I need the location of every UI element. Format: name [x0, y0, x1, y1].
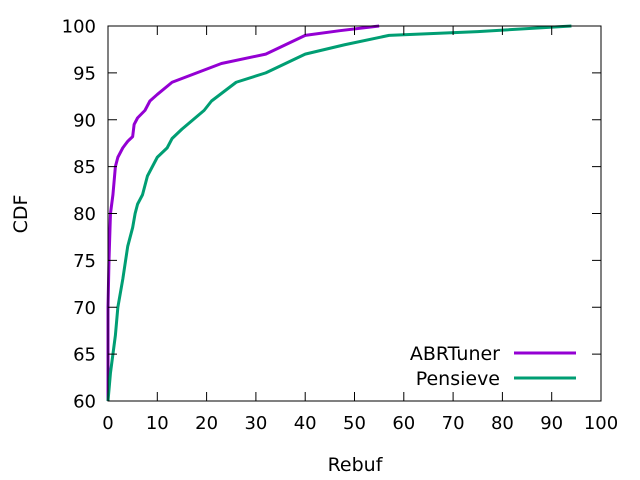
y-tick-label: 65 — [73, 345, 96, 366]
x-tick-label: 100 — [584, 413, 618, 434]
series-layer — [106, 24, 572, 402]
y-tick-label: 80 — [73, 204, 96, 225]
y-tick-label: 95 — [73, 63, 96, 84]
legend-label-pensieve: Pensieve — [416, 368, 500, 390]
x-tick-label: 50 — [343, 413, 366, 434]
x-tick-label: 40 — [294, 413, 317, 434]
y-tick-label: 85 — [73, 157, 96, 178]
x-tick-label: 90 — [540, 413, 563, 434]
x-tick-label: 30 — [244, 413, 267, 434]
x-tick-label: 70 — [442, 413, 465, 434]
y-axis-title: CDF — [10, 195, 32, 234]
x-tick-label: 20 — [195, 413, 218, 434]
y-tick-label: 60 — [73, 392, 96, 413]
x-tick-label: 60 — [392, 413, 415, 434]
tick-layer: 0 10 20 30 40 50 60 70 80 90 100 60 65 70 75 80 85 90 95 10… — [62, 17, 619, 435]
legend: ABRTuner Pensieve — [410, 343, 576, 390]
legend-label-abrtuner: ABRTuner — [410, 343, 500, 365]
x-tick-label: 10 — [146, 413, 169, 434]
series-line-abrtuner — [106, 24, 380, 401]
series-line-pensieve — [106, 24, 572, 402]
y-tick-label: 75 — [73, 251, 96, 272]
x-tick-label: 80 — [491, 413, 514, 434]
y-tick-label: 70 — [73, 298, 96, 319]
y-tick-label: 100 — [62, 17, 96, 38]
x-tick-label: 0 — [102, 413, 113, 434]
y-tick-label: 90 — [73, 110, 96, 131]
x-axis-title: Rebuf — [328, 454, 384, 476]
